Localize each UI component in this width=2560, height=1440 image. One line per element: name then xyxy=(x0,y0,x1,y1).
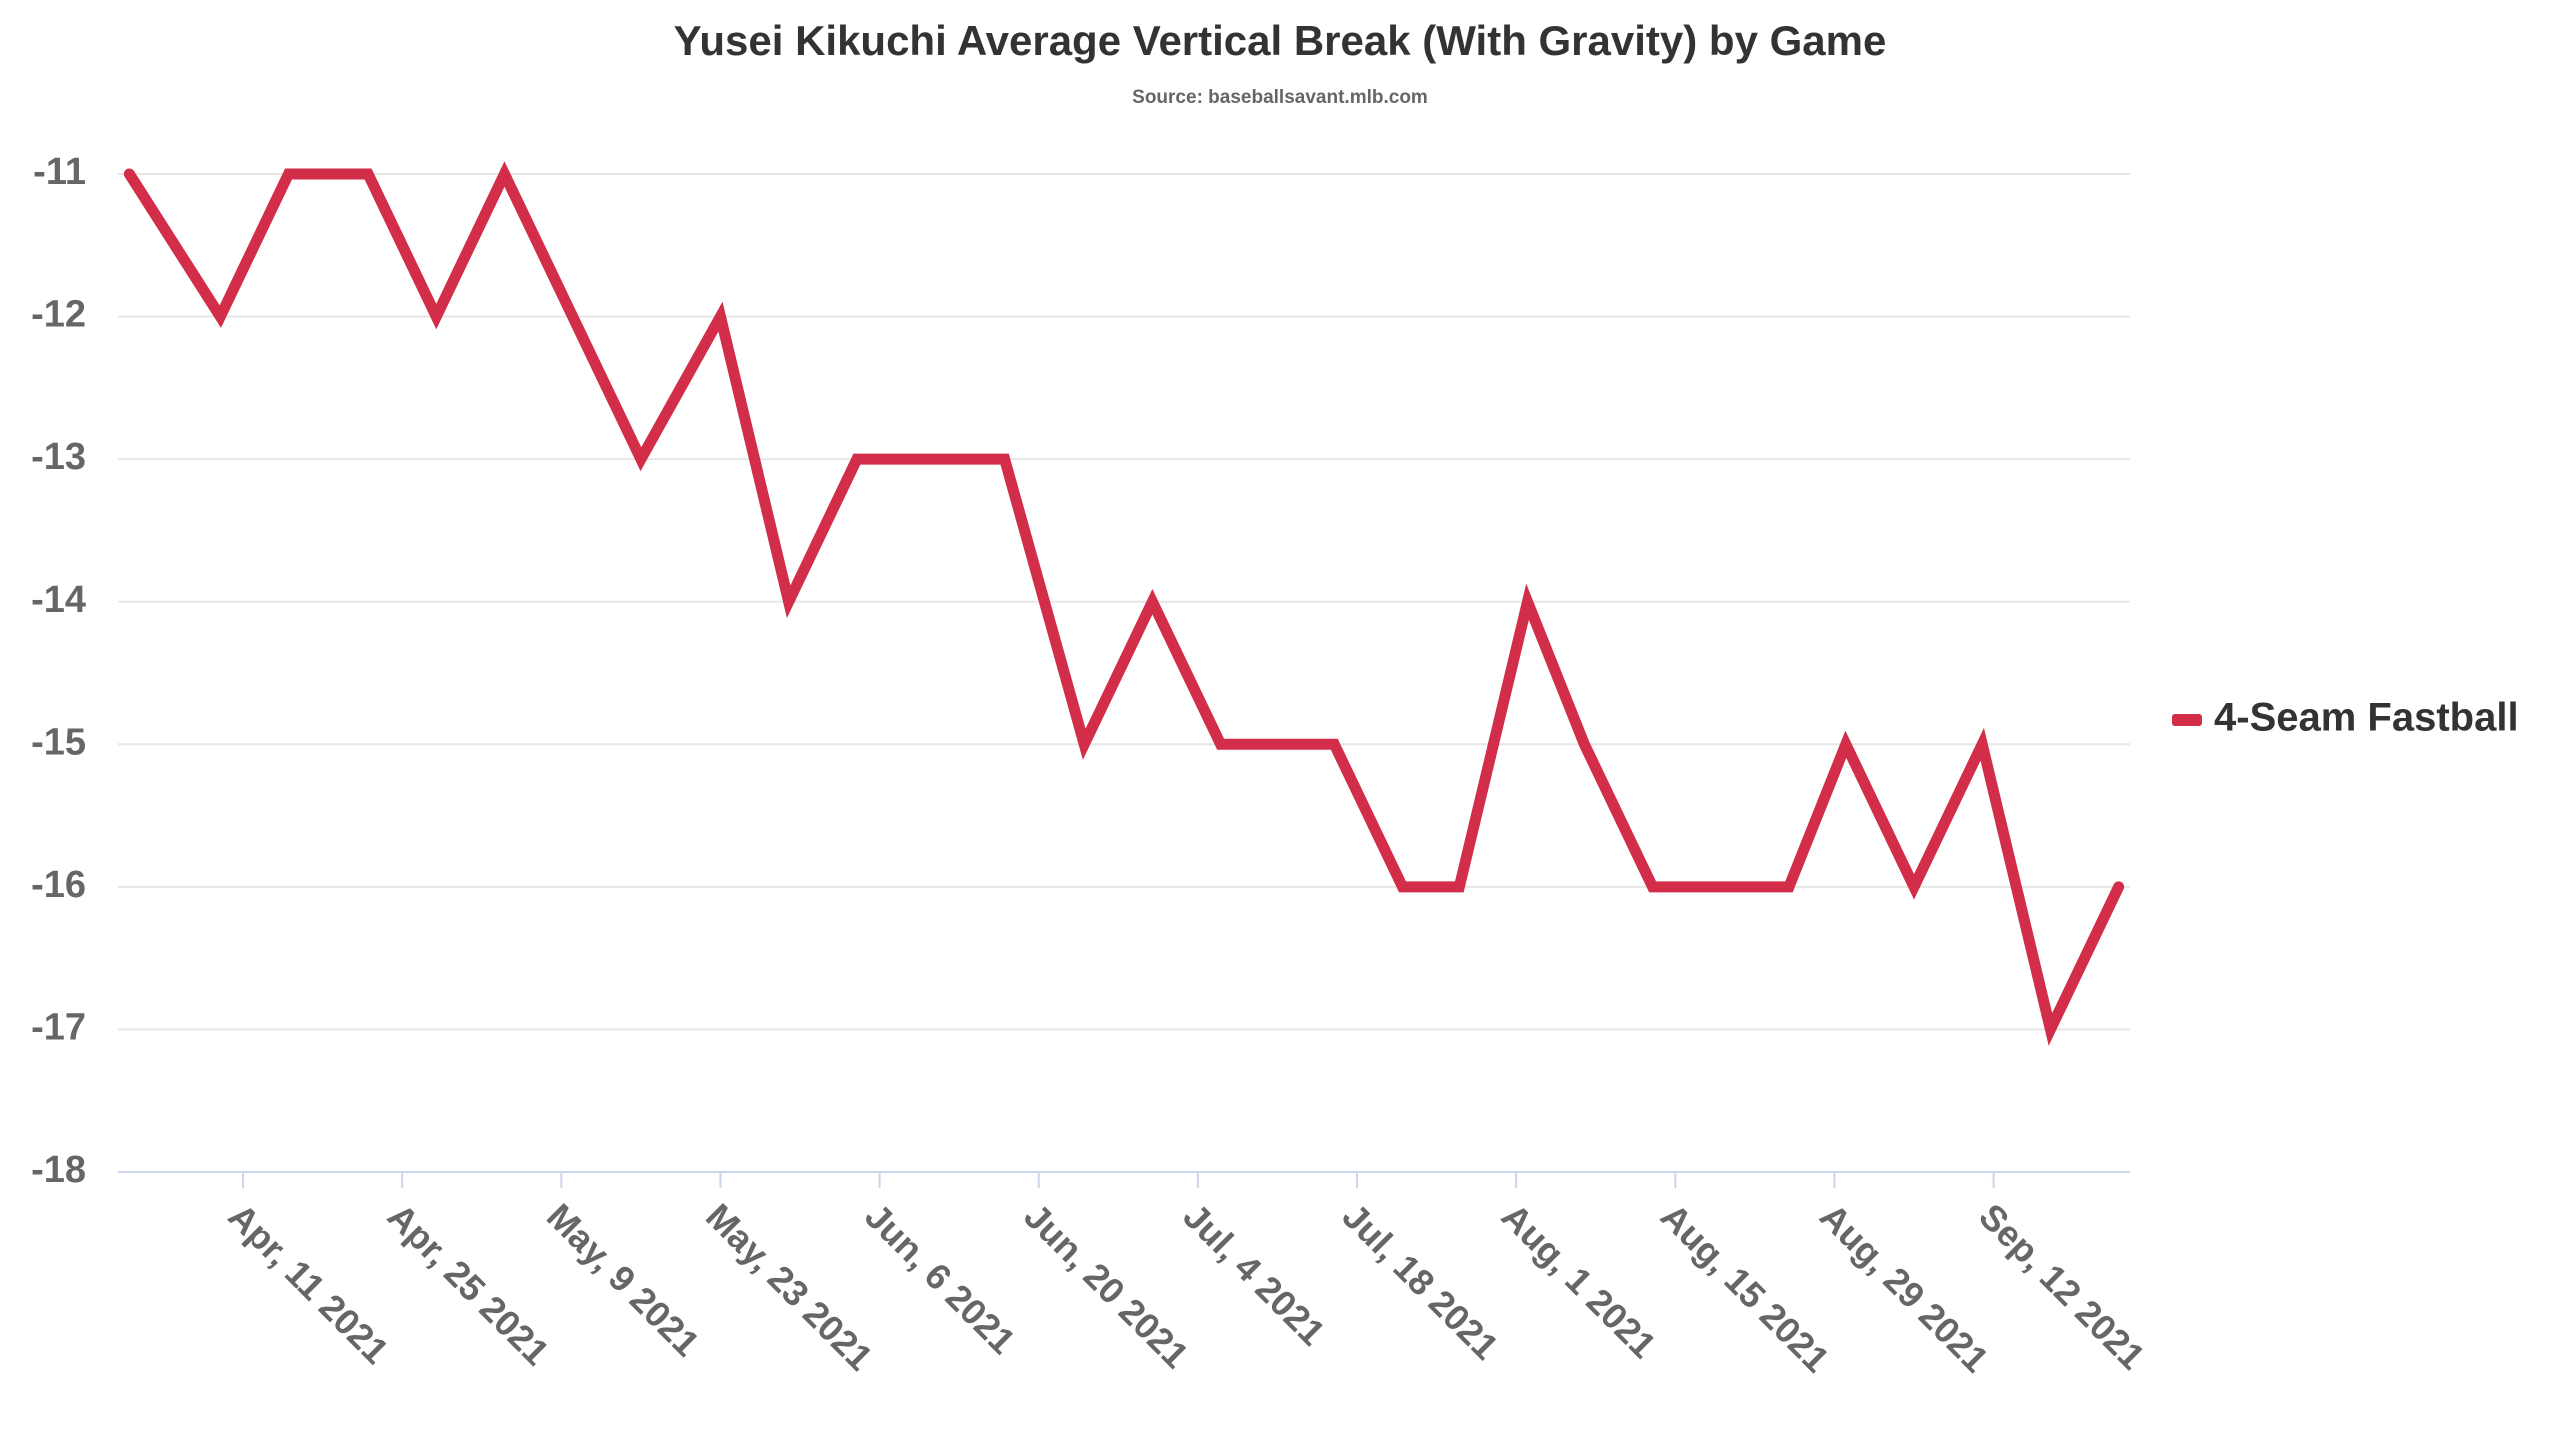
legend-label: 4-Seam Fastball xyxy=(2214,696,2519,740)
chart-subtitle: Source: baseballsavant.mlb.com xyxy=(1132,87,1428,108)
y-tick-label: -18 xyxy=(31,1149,86,1191)
y-tick-label: -11 xyxy=(33,151,86,193)
y-tick-label: -16 xyxy=(31,864,86,906)
y-tick-label: -14 xyxy=(31,579,86,621)
y-tick-label: -13 xyxy=(31,436,86,478)
chart-title: Yusei Kikuchi Average Vertical Break (Wi… xyxy=(674,17,1887,64)
y-tick-label: -12 xyxy=(31,294,86,336)
data-line xyxy=(123,161,2125,1046)
legend-swatch xyxy=(2172,714,2202,726)
y-tick-label: -15 xyxy=(31,721,86,763)
y-tick-label: -17 xyxy=(31,1006,86,1048)
